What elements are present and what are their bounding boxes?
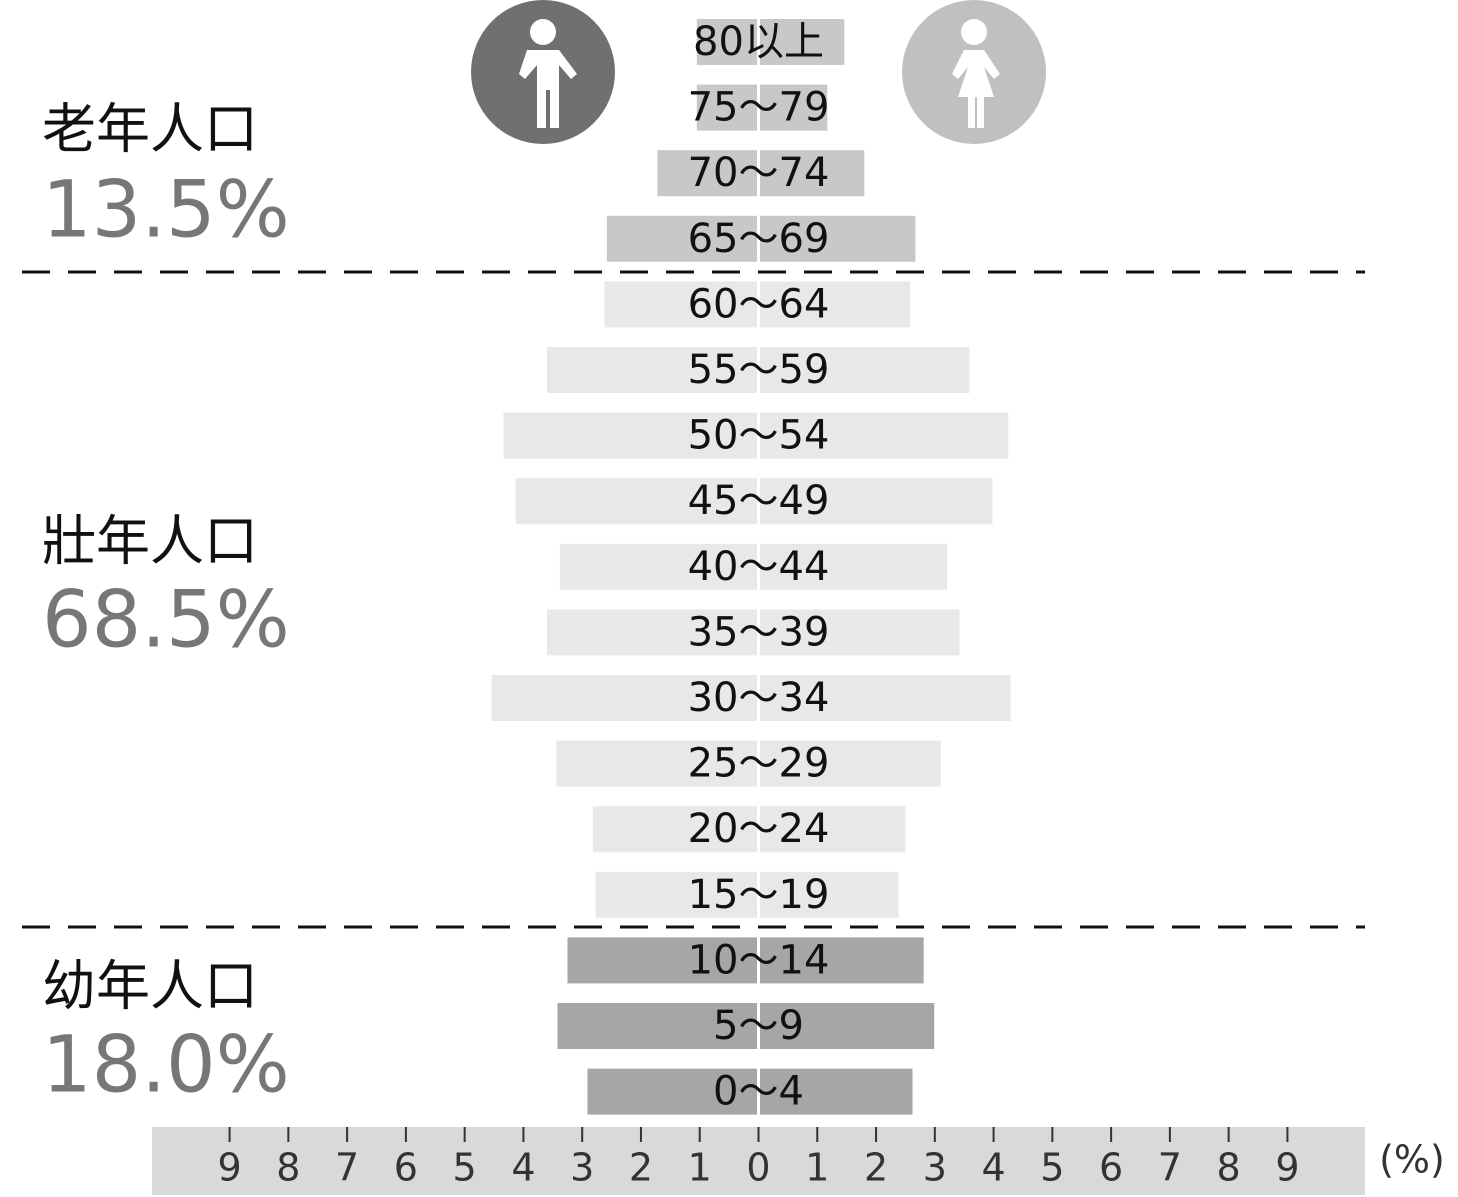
age-label: 80以上: [693, 19, 824, 65]
group-label: 壯年人口: [42, 510, 258, 573]
bar-female: [760, 281, 911, 328]
age-label: 40～44: [688, 544, 830, 590]
age-label: 65～69: [688, 216, 830, 262]
age-label: 75～79: [688, 85, 830, 131]
group-share: 18.0%: [42, 1020, 290, 1110]
group-share: 13.5%: [42, 165, 290, 255]
bar-male: [556, 740, 757, 787]
male-icon: [471, 0, 615, 144]
bar-male: [595, 871, 757, 918]
x-tick-label: 5: [1040, 1146, 1064, 1190]
bar-female: [760, 84, 828, 131]
x-tick-label: 9: [217, 1146, 241, 1190]
age-label: 15～19: [688, 872, 830, 918]
age-label: 5～9: [713, 1003, 804, 1049]
bar-female: [760, 19, 845, 65]
bar-female: [760, 871, 899, 918]
age-label: 25～29: [688, 741, 830, 787]
bar-male: [557, 1003, 757, 1049]
x-tick-label: 1: [688, 1146, 712, 1190]
bar-male: [503, 412, 757, 459]
bar-female: [760, 1068, 913, 1115]
bar-male: [604, 281, 757, 328]
bar-female: [760, 347, 970, 393]
x-tick-label: 7: [1158, 1146, 1182, 1190]
age-label: 10～14: [688, 937, 830, 983]
age-label: 30～34: [688, 675, 830, 721]
bar-female: [760, 806, 906, 853]
bar-female: [760, 1003, 935, 1049]
x-tick-label: 6: [394, 1146, 418, 1190]
age-label: 0～4: [713, 1069, 804, 1115]
bar-female: [760, 609, 960, 656]
x-tick-label: 1: [805, 1146, 829, 1190]
x-tick-label: 2: [864, 1146, 888, 1190]
bar-male: [657, 150, 757, 197]
bar-male: [515, 478, 757, 525]
bar-female: [760, 543, 948, 590]
x-tick-label: 8: [276, 1146, 300, 1190]
x-tick-label: 3: [923, 1146, 947, 1190]
x-tick-label: 6: [1099, 1146, 1123, 1190]
x-tick-label: 8: [1217, 1146, 1241, 1190]
female-icon: [902, 0, 1046, 144]
bar-female: [760, 412, 1009, 459]
age-label: 45～49: [688, 478, 830, 524]
bar-male: [491, 675, 757, 721]
bar-male: [592, 806, 757, 853]
bar-female: [760, 215, 916, 262]
x-tick-label: 2: [629, 1146, 653, 1190]
age-label: 55～59: [688, 347, 830, 393]
x-tick-label: 4: [981, 1146, 1005, 1190]
group-label: 幼年人口: [42, 955, 258, 1018]
x-tick-label: 7: [335, 1146, 359, 1190]
x-tick-label: 3: [570, 1146, 594, 1190]
bar-male: [546, 609, 757, 656]
bar-female: [760, 675, 1011, 721]
group-share: 68.5%: [42, 575, 290, 665]
bar-male: [696, 19, 757, 65]
bar-female: [760, 478, 993, 525]
bar-male: [606, 215, 757, 262]
age-label: 50～54: [688, 413, 830, 459]
x-unit: (%): [1379, 1138, 1445, 1182]
bar-male: [559, 543, 757, 590]
bar-male: [546, 347, 757, 393]
age-label: 20～24: [688, 806, 830, 852]
bar-male: [696, 84, 757, 131]
bar-female: [760, 740, 941, 787]
x-tick-label: 5: [453, 1146, 477, 1190]
x-tick-label: 9: [1275, 1146, 1299, 1190]
x-tick-label: 0: [746, 1146, 770, 1190]
age-label: 35～39: [688, 609, 830, 655]
group-label: 老年人口: [42, 98, 258, 161]
x-tick-label: 4: [511, 1146, 535, 1190]
bar-male: [567, 937, 757, 984]
bar-female: [760, 937, 924, 984]
age-label: 60～64: [688, 281, 830, 327]
bar-female: [760, 150, 865, 197]
bar-male: [587, 1068, 757, 1115]
age-label: 70～74: [688, 150, 830, 196]
